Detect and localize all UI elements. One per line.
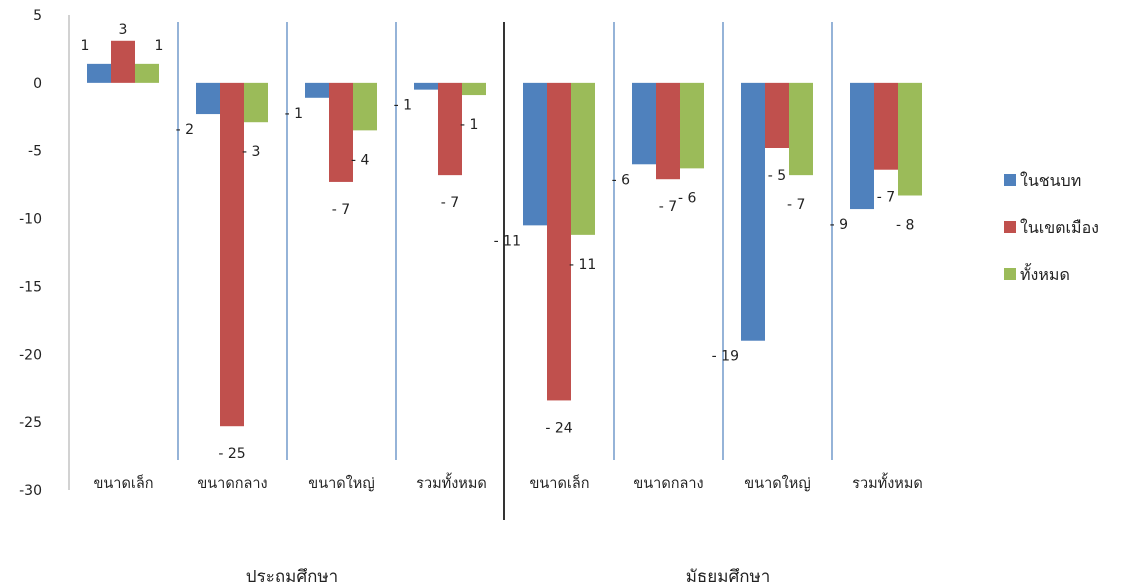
y-tick-label: -15 <box>19 279 42 295</box>
data-label: - 7 <box>877 190 895 206</box>
bar <box>656 83 680 179</box>
legend-swatch <box>1004 174 1016 186</box>
y-tick-label: -25 <box>19 415 42 431</box>
data-label: - 7 <box>441 195 459 211</box>
bar <box>135 64 159 83</box>
category-separators <box>178 22 832 520</box>
data-label: - 1 <box>460 117 478 133</box>
bar <box>523 83 547 226</box>
data-label: - 7 <box>659 199 677 215</box>
bar <box>765 83 789 148</box>
group-label: ประถมศึกษา <box>246 567 338 587</box>
legend-swatch <box>1004 268 1016 280</box>
data-label: - 7 <box>787 197 805 213</box>
data-label: - 1 <box>394 98 412 114</box>
bar <box>244 83 268 122</box>
bar <box>329 83 353 182</box>
category-label: ขนาดกลาง <box>197 476 267 492</box>
data-label: - 4 <box>351 152 370 168</box>
category-label: รวมทั้งหมด <box>416 472 487 492</box>
y-axis: 5 0 -5 -10 -15 -20 -25 -30 <box>19 8 69 499</box>
bar <box>632 83 656 164</box>
bar <box>87 64 111 83</box>
bar <box>547 83 571 401</box>
bar <box>462 83 486 95</box>
bar <box>898 83 922 196</box>
category-label: รวมทั้งหมด <box>852 472 923 492</box>
y-tick-label: -30 <box>19 483 42 499</box>
bar <box>305 83 329 98</box>
data-label: - 6 <box>678 190 697 206</box>
legend-label: ทั้งหมด <box>1020 263 1070 284</box>
bar <box>220 83 244 426</box>
data-label: - 24 <box>545 420 572 436</box>
data-label: 1 <box>81 38 90 54</box>
data-label: - 1 <box>285 106 303 122</box>
bar <box>111 41 135 83</box>
bar <box>438 83 462 175</box>
data-label: - 9 <box>830 217 848 233</box>
y-tick-label: -10 <box>19 212 42 228</box>
group-labels: ประถมศึกษา มัธยมศึกษา <box>246 567 770 587</box>
y-tick-label: 5 <box>33 8 42 24</box>
data-label: - 19 <box>712 349 739 365</box>
legend-label: ในเขตเมือง <box>1020 218 1099 237</box>
data-label: - 6 <box>612 172 631 188</box>
data-label: 3 <box>119 22 128 38</box>
data-label: - 25 <box>218 446 245 462</box>
bar <box>789 83 813 175</box>
bar <box>850 83 874 209</box>
data-label: - 7 <box>332 202 350 218</box>
category-label: ขนาดกลาง <box>633 476 703 492</box>
bar <box>196 83 220 114</box>
bar <box>680 83 704 169</box>
category-labels: ขนาดเล็ก ขนาดกลาง ขนาดใหญ่ รวมทั้งหมด ขนาดเล… <box>93 472 922 492</box>
category-label: ขนาดเล็ก <box>93 473 153 492</box>
data-label: - 3 <box>242 144 260 160</box>
data-label: - 5 <box>768 168 786 184</box>
data-label: - 2 <box>176 122 194 138</box>
data-label: - 8 <box>896 218 914 234</box>
category-label: ขนาดใหญ่ <box>308 474 374 492</box>
y-tick-label: -20 <box>19 347 42 363</box>
data-label: 1 <box>155 38 164 54</box>
data-label: - 11 <box>569 257 596 273</box>
bar <box>741 83 765 341</box>
bar <box>571 83 595 235</box>
legend-swatch <box>1004 221 1016 233</box>
legend-label: ในชนบท <box>1020 171 1081 190</box>
bar <box>414 83 438 90</box>
category-label: ขนาดเล็ก <box>529 473 589 492</box>
bar <box>353 83 377 131</box>
bar <box>874 83 898 170</box>
y-tick-label: -5 <box>28 144 42 160</box>
y-tick-label: 0 <box>33 76 42 92</box>
group-label: มัธยมศึกษา <box>686 567 771 587</box>
data-label: - 11 <box>494 233 521 249</box>
category-label: ขนาดใหญ่ <box>744 474 810 492</box>
